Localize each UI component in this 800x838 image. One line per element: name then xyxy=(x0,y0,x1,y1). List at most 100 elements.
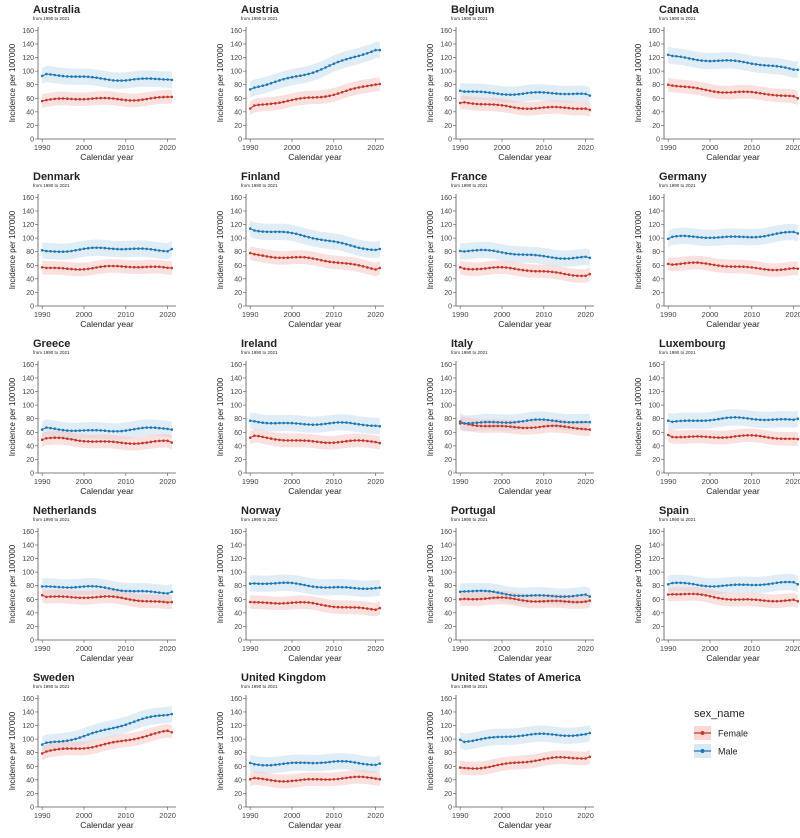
female-ci-band xyxy=(250,77,380,116)
male-point xyxy=(137,427,140,430)
female-point xyxy=(99,440,102,443)
female-point xyxy=(145,441,148,444)
x-axis-label: Calendar year xyxy=(498,820,552,830)
female-point xyxy=(57,97,61,100)
female-point xyxy=(340,261,344,265)
x-tick-label: 1990 xyxy=(452,811,469,820)
y-tick-label: 60 xyxy=(234,96,242,103)
y-tick-label: 40 xyxy=(444,777,452,784)
y-axis-label: Incidence per 100'000 xyxy=(8,210,17,289)
female-point xyxy=(116,264,119,268)
y-tick-label: 0 xyxy=(238,137,242,144)
female-point xyxy=(700,435,703,438)
male-point xyxy=(513,594,516,597)
male-point xyxy=(763,418,766,422)
female-point xyxy=(471,102,475,105)
female-point xyxy=(742,90,745,93)
male-point xyxy=(584,255,587,259)
male-point xyxy=(61,428,65,432)
x-axis-label: Calendar year xyxy=(288,152,342,162)
female-point xyxy=(320,603,323,607)
female-point xyxy=(692,592,695,596)
female-point xyxy=(257,601,260,604)
panel-subtitle: from 1990 to 2021 xyxy=(451,684,488,689)
female-point xyxy=(253,252,256,256)
male-point xyxy=(500,421,504,424)
male-point xyxy=(336,60,340,64)
male-point xyxy=(687,419,691,422)
female-point xyxy=(153,96,157,99)
x-axis-label: Calendar year xyxy=(706,653,760,663)
male-point xyxy=(504,593,508,596)
male-point xyxy=(290,581,294,585)
y-tick-label: 120 xyxy=(648,222,660,229)
female-point xyxy=(567,600,571,603)
female-point xyxy=(158,439,161,443)
male-point xyxy=(361,53,365,56)
y-tick-label: 60 xyxy=(444,764,452,771)
y-axis-label: Incidence per 100'000 xyxy=(8,711,17,790)
female-point xyxy=(303,439,306,442)
male-point xyxy=(721,59,724,62)
male-point xyxy=(120,724,123,728)
y-axis-label: Incidence per 100'000 xyxy=(426,711,435,790)
y-axis-label: Incidence per 100'000 xyxy=(216,210,225,289)
male-point xyxy=(349,244,352,247)
female-point xyxy=(479,102,483,106)
y-tick-label: 160 xyxy=(440,529,452,536)
female-point xyxy=(70,747,73,750)
male-point xyxy=(534,594,537,597)
male-point xyxy=(61,739,65,743)
male-point xyxy=(103,246,107,250)
male-point xyxy=(340,759,344,763)
female-point xyxy=(66,747,69,750)
male-point xyxy=(116,588,119,592)
male-point xyxy=(717,59,720,62)
male-point xyxy=(479,737,483,741)
y-tick-label: 80 xyxy=(26,82,34,89)
male-point xyxy=(290,761,294,765)
male-point xyxy=(525,91,529,95)
x-axis-label: Calendar year xyxy=(498,319,552,329)
male-point xyxy=(704,59,708,63)
male-point xyxy=(345,586,348,589)
female-point xyxy=(746,434,749,437)
female-point xyxy=(332,261,336,264)
female-point xyxy=(754,266,758,270)
male-point xyxy=(53,73,56,77)
female-point xyxy=(340,606,344,609)
female-point xyxy=(328,778,331,781)
y-tick-label: 120 xyxy=(22,222,34,229)
male-point xyxy=(708,236,712,240)
male-point xyxy=(580,733,583,736)
female-point xyxy=(141,98,144,101)
female-point xyxy=(717,264,720,267)
male-point xyxy=(265,230,269,234)
female-point xyxy=(525,269,529,272)
female-point xyxy=(253,434,256,438)
male-point xyxy=(320,423,323,426)
male-point xyxy=(294,232,298,236)
male-point xyxy=(378,48,382,52)
male-point xyxy=(729,59,733,62)
female-point xyxy=(257,103,260,107)
y-tick-label: 0 xyxy=(448,638,452,645)
male-point xyxy=(729,235,733,238)
male-point xyxy=(750,417,754,421)
y-tick-label: 140 xyxy=(648,208,660,215)
male-point xyxy=(40,585,44,588)
male-point xyxy=(370,587,373,590)
female-point xyxy=(530,107,533,110)
female-point xyxy=(324,604,327,607)
male-point xyxy=(675,55,678,58)
male-point xyxy=(679,55,682,59)
female-point xyxy=(500,265,504,269)
female-point xyxy=(116,595,119,599)
male-point xyxy=(692,57,695,61)
female-point xyxy=(170,266,174,270)
male-point xyxy=(571,421,575,424)
female-point xyxy=(320,258,323,262)
female-point xyxy=(107,741,111,745)
